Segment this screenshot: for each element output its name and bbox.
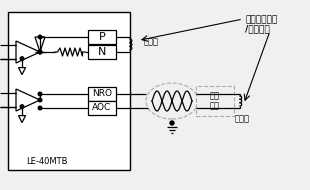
Text: AOC: AOC [92, 104, 112, 112]
Bar [196, 86, 234, 116]
Circle shape [38, 106, 42, 110]
Text: N: N [98, 47, 106, 57]
Circle shape [38, 98, 42, 102]
Text: 제어용: 제어용 [144, 37, 159, 46]
Bar [88, 101, 116, 115]
Text: 파워
앤프: 파워 앤프 [210, 91, 220, 111]
Text: 보조용: 보조용 [234, 114, 249, 123]
Bar [8, 12, 130, 170]
Bar [88, 30, 116, 44]
Circle shape [38, 50, 42, 54]
Circle shape [38, 35, 42, 39]
Bar [88, 45, 116, 59]
Circle shape [20, 105, 24, 108]
Text: P: P [99, 32, 105, 42]
Text: 파우더클러치: 파우더클러치 [245, 15, 277, 24]
Circle shape [38, 50, 42, 54]
Circle shape [20, 57, 24, 60]
Circle shape [38, 92, 42, 96]
Circle shape [170, 121, 174, 125]
Bar [88, 87, 116, 101]
Text: /브레이크: /브레이크 [245, 24, 270, 33]
Text: NRO: NRO [92, 89, 112, 98]
Text: LE-40MTB: LE-40MTB [26, 157, 68, 166]
